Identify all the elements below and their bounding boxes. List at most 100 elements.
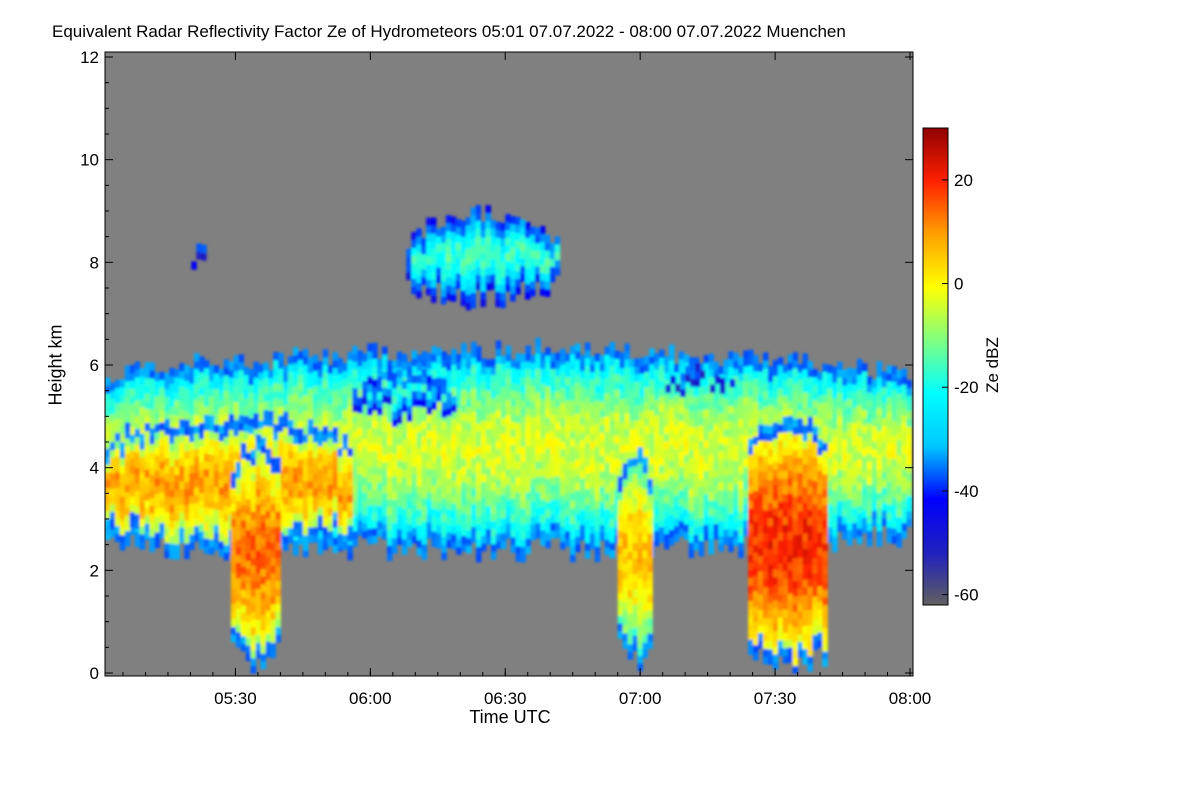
heatmap-cell-main-cloud-layer: [520, 446, 526, 455]
heatmap-cell-main-cloud-layer: [604, 392, 611, 402]
heatmap-cell-main-cloud-layer: [114, 395, 121, 404]
heatmap-cell-main-cloud-layer: [495, 440, 502, 449]
heatmap-cell-main-cloud-layer: [367, 482, 373, 491]
heatmap-cell-main-cloud-layer: [703, 416, 710, 425]
heatmap-cell-main-cloud-layer: [372, 489, 378, 498]
heatmap-cell-main-cloud-layer: [317, 538, 324, 547]
heatmap-cell-main-cloud-layer: [466, 529, 472, 539]
heatmap-cell-main-cloud-layer: [431, 538, 437, 547]
heatmap-cell-thick-core-1: [297, 528, 304, 537]
heatmap-cell-main-cloud-layer: [505, 376, 512, 385]
heatmap-cell-main-cloud-layer: [411, 450, 418, 459]
heatmap-cell-thick-core-1: [179, 450, 185, 459]
heatmap-cell-main-cloud-layer: [639, 396, 645, 405]
heatmap-cell-main-cloud-layer: [901, 391, 907, 400]
heatmap-cell-main-cloud-layer: [876, 507, 883, 516]
heatmap-cell-main-cloud-layer: [466, 522, 472, 531]
heatmap-cell-thick-core-1: [263, 425, 269, 434]
heatmap-cell-main-cloud-layer: [164, 380, 170, 389]
heatmap-cell-thick-core-1: [134, 459, 141, 469]
heatmap-cell-main-cloud-layer: [871, 441, 878, 450]
heatmap-cell-main-cloud-layer: [357, 442, 363, 452]
heatmap-cell-main-cloud-layer: [866, 468, 873, 478]
heatmap-cell-main-cloud-layer: [733, 460, 739, 469]
heatmap-cell-main-cloud-layer: [673, 518, 680, 527]
heatmap-cell-main-cloud-layer: [570, 469, 576, 478]
heatmap-cell-thick-core-1: [337, 448, 343, 457]
heatmap-cell-thick-core-1: [179, 473, 185, 482]
heatmap-cell-main-cloud-layer: [896, 385, 902, 394]
heatmap-cell-main-cloud-layer: [792, 383, 799, 392]
heatmap-cell-precip-shaft-1: [235, 593, 242, 602]
heatmap-cell-thick-core-1: [189, 518, 195, 527]
heatmap-cell-main-cloud-layer: [856, 397, 863, 406]
heatmap-cell-main-cloud-layer: [382, 500, 388, 509]
heatmap-cell-main-cloud-layer: [698, 401, 705, 411]
heatmap-cell-thick-core-1: [189, 503, 195, 512]
heatmap-cell-precip-shaft-1: [245, 637, 252, 646]
heatmap-cell-main-cloud-layer: [396, 513, 403, 522]
heatmap-cell-thick-core-1: [337, 486, 343, 496]
heatmap-cell-precip-shaft-1: [270, 549, 276, 559]
heatmap-cell-main-cloud-layer: [743, 520, 749, 529]
heatmap-cell-main-cloud-layer: [302, 364, 309, 373]
heatmap-cell-thick-core-1: [149, 428, 155, 437]
heatmap-cell-thick-core-1: [278, 416, 284, 425]
heatmap-cell-main-cloud-layer: [530, 362, 536, 371]
heatmap-cell-main-cloud-layer: [733, 468, 739, 477]
heatmap-cell-main-cloud-layer: [886, 411, 893, 420]
heatmap-cell-main-cloud-layer: [644, 371, 650, 380]
heatmap-cell-precip-shaft-1: [250, 542, 257, 551]
heatmap-cell-main-cloud-layer: [723, 475, 729, 484]
heatmap-cell-main-cloud-layer: [797, 371, 804, 380]
heatmap-cell-main-cloud-layer: [347, 390, 353, 399]
heatmap-cell-main-cloud-layer: [575, 543, 581, 553]
heatmap-cell-thick-core-1: [243, 416, 249, 425]
heatmap-cell-main-cloud-layer: [896, 470, 902, 479]
heatmap-cell-main-cloud-layer: [822, 379, 828, 388]
heatmap-cell-main-cloud-layer: [683, 385, 690, 394]
heatmap-cell-main-cloud-layer: [683, 454, 690, 463]
heatmap-cell-main-cloud-layer: [624, 366, 630, 375]
heatmap-cell-main-cloud-layer: [223, 374, 230, 384]
heatmap-cell-thick-core-1: [189, 480, 195, 489]
heatmap-cell-main-cloud-layer: [495, 371, 502, 380]
heatmap-cell-main-cloud-layer: [189, 414, 195, 423]
heatmap-cell-main-cloud-layer: [105, 393, 111, 402]
heatmap-cell-precip-shaft-1: [245, 498, 252, 508]
heatmap-cell-thick-core-1: [283, 488, 289, 498]
heatmap-cell-thick-core-1: [189, 464, 195, 473]
heatmap-cell-main-cloud-layer: [342, 424, 348, 433]
heatmap-cell-main-cloud-layer: [411, 473, 418, 482]
heatmap-cell-thick-core-1: [342, 487, 348, 496]
heatmap-cell-main-cloud-layer: [614, 366, 620, 375]
heatmap-cell-main-cloud-layer: [525, 545, 531, 554]
heatmap-cell-thick-core-1: [154, 531, 160, 541]
heatmap-cell-thick-core-1: [283, 427, 289, 436]
heatmap-cell-main-cloud-layer: [822, 425, 828, 434]
heatmap-cell-main-cloud-layer: [698, 363, 705, 372]
heatmap-cell-main-cloud-layer: [570, 515, 576, 524]
heatmap-cell-precip-shaft-1: [230, 557, 237, 566]
heatmap-cell-main-cloud-layer: [832, 490, 838, 499]
heatmap-cell-main-cloud-layer: [718, 450, 724, 460]
heatmap-cell-main-cloud-layer: [604, 362, 611, 371]
heatmap-cell-main-cloud-layer: [208, 365, 215, 374]
heatmap-cell-thick-core-1: [109, 519, 116, 528]
heatmap-cell-main-cloud-layer: [886, 442, 893, 451]
heatmap-cell-precip-shaft-1: [245, 629, 252, 638]
heatmap-cell-thick-core-1: [124, 499, 131, 508]
heatmap-cell-main-cloud-layer: [787, 362, 794, 371]
heatmap-cell-thick-core-1: [194, 502, 200, 511]
heatmap-cell-thick-core-1: [327, 468, 334, 478]
heatmap-cell-main-cloud-layer: [208, 380, 215, 389]
heatmap-cell-main-cloud-layer: [649, 394, 655, 403]
heatmap-cell-main-cloud-layer: [624, 428, 630, 437]
heatmap-cell-precip-shaft-1: [245, 537, 252, 546]
heatmap-cell-main-cloud-layer: [550, 499, 556, 508]
heatmap-cell-main-cloud-layer: [614, 389, 620, 398]
heatmap-cell-main-cloud-layer: [312, 362, 319, 371]
heatmap-cell-main-cloud-layer: [767, 404, 774, 413]
heatmap-cell-thick-core-1: [144, 446, 151, 455]
